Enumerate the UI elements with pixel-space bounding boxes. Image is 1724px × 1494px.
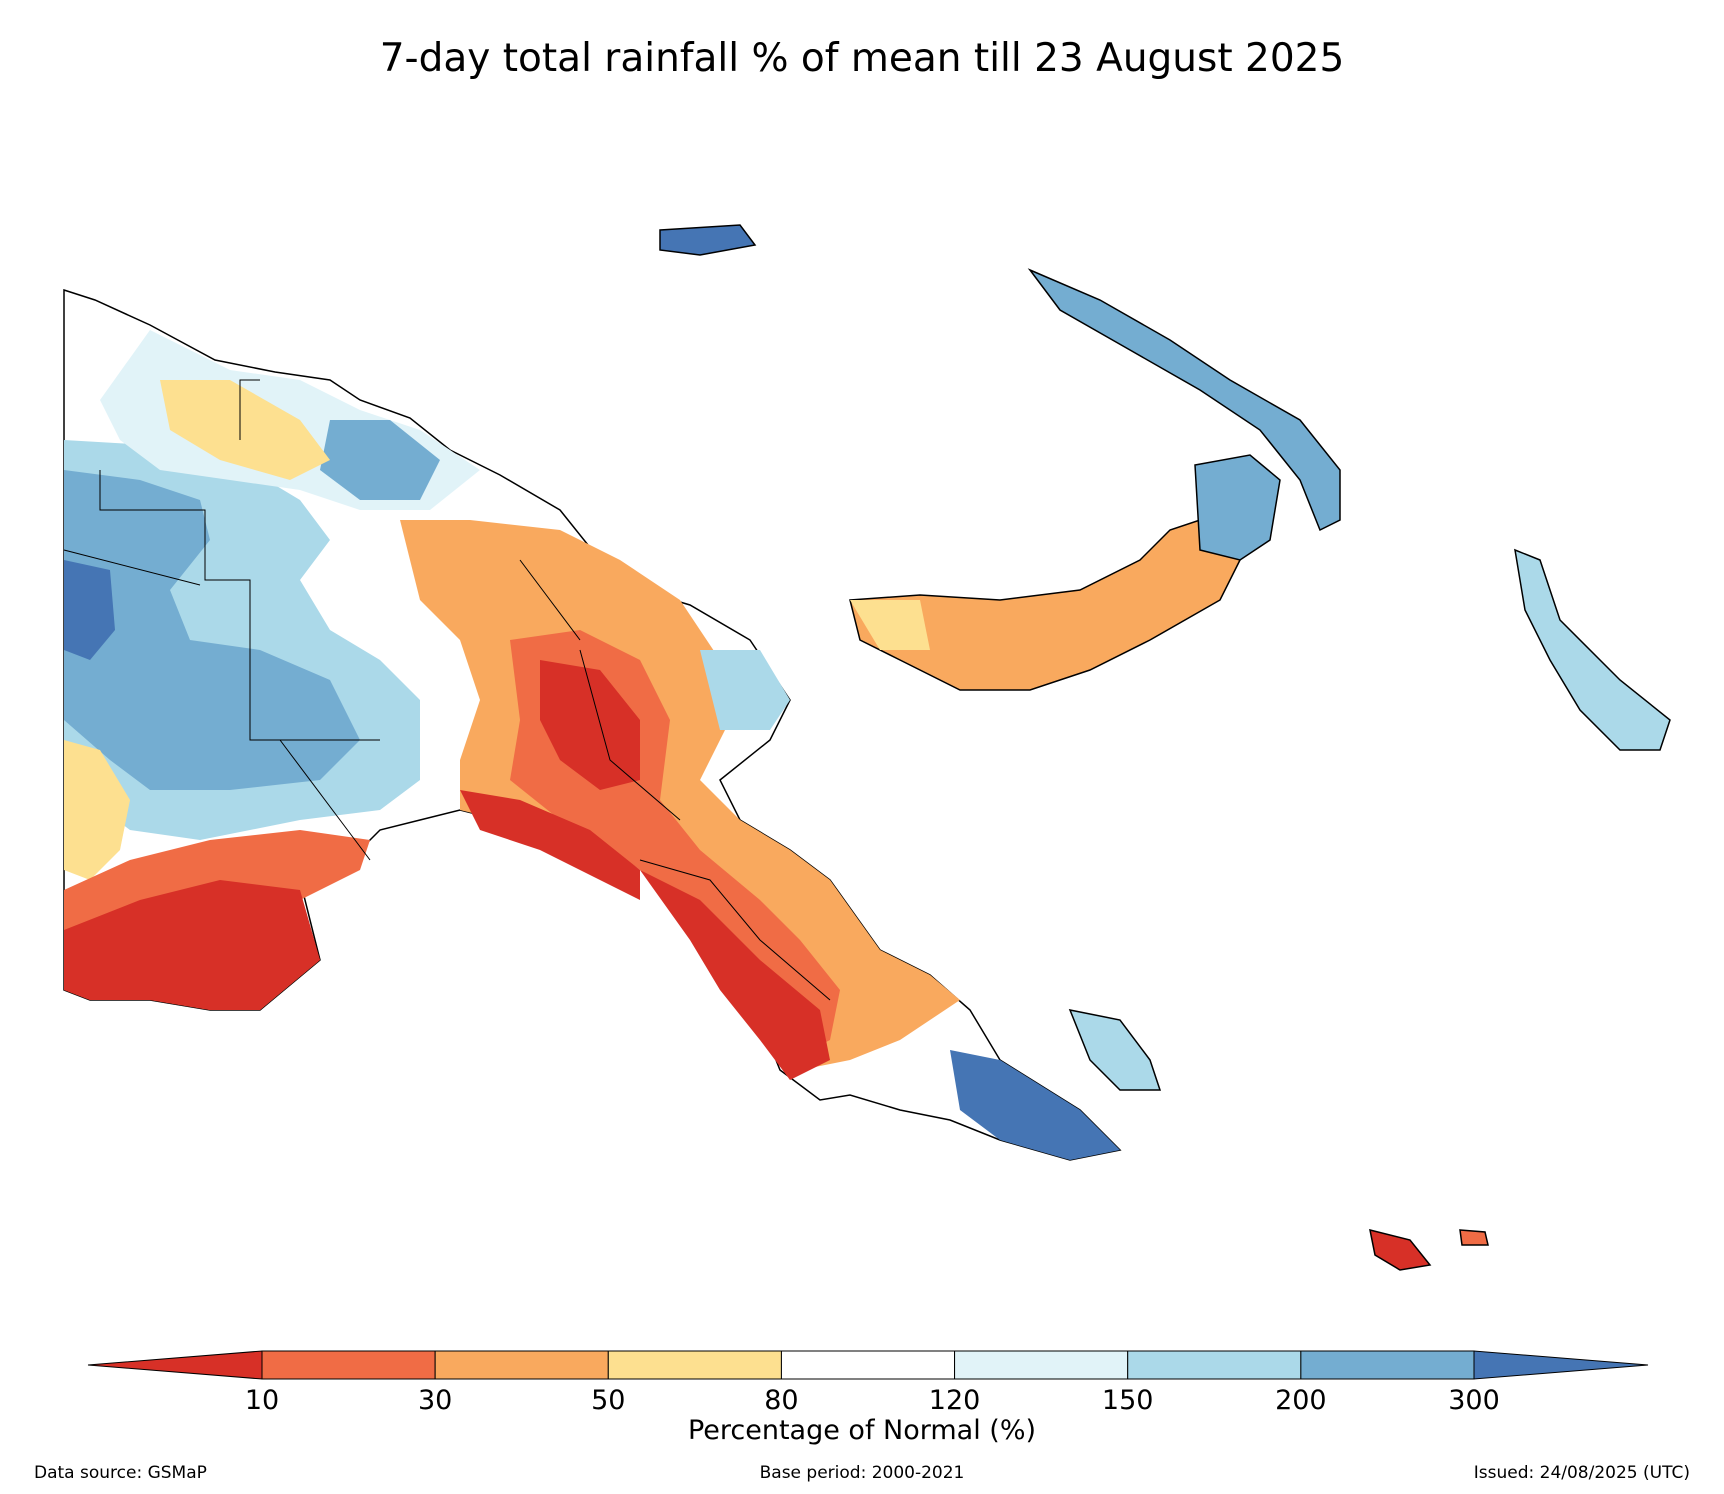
rain-area-blue-northeast-coast xyxy=(700,650,790,730)
rain-area-blue-southeast xyxy=(950,1050,1120,1160)
rain-area-deep-blue-west xyxy=(64,560,115,660)
colorbar-bin xyxy=(1300,1350,1475,1380)
rain-area-deep-red-south-west xyxy=(64,880,320,1010)
colorbar-tick-label: 150 xyxy=(1101,1385,1154,1416)
manus-island xyxy=(659,224,757,256)
colorbar-tick-label: 80 xyxy=(764,1385,799,1416)
rain-area-deep-red-central xyxy=(540,660,640,790)
map-title: 7-day total rainfall % of mean till 23 A… xyxy=(379,36,1345,81)
colorbar-extend-high xyxy=(1473,1350,1649,1380)
province-boundaries xyxy=(63,379,831,1001)
colorbar-bin xyxy=(607,1350,782,1380)
colorbar-bin xyxy=(434,1350,609,1380)
colorbar-bin xyxy=(780,1350,956,1380)
colorbar-title: Percentage of Normal (%) xyxy=(687,1415,1037,1446)
colorbar-tick-label: 120 xyxy=(928,1385,981,1416)
colorbar-bin xyxy=(1127,1350,1302,1380)
rain-area-blue-north-coast-dark xyxy=(320,420,440,500)
colorbar-tick-label: 30 xyxy=(417,1385,453,1416)
rain-area-blue-west-dark xyxy=(64,470,360,790)
rain-area-yellow-north xyxy=(160,380,330,480)
rain-area-red-coast-central xyxy=(460,790,640,900)
new-britain-island xyxy=(849,519,1241,691)
colorbar-tick-label: 10 xyxy=(244,1385,280,1416)
colorbar-tick-label: 300 xyxy=(1448,1385,1500,1416)
new-britain-blue-end xyxy=(1194,454,1281,561)
dentrecasteaux-islands xyxy=(1068,1008,1162,1091)
colorbar-bin xyxy=(954,1350,1129,1380)
colorbar-extend-low xyxy=(87,1350,263,1380)
colorbar-tick-label: 200 xyxy=(1275,1385,1327,1416)
data-source-note: Data source: GSMaP xyxy=(34,1463,207,1483)
colorbar-bin xyxy=(261,1350,436,1380)
bougainville-island xyxy=(1514,548,1671,751)
new-ireland-island xyxy=(1027,268,1341,532)
colorbar xyxy=(87,1350,1649,1380)
louisiade-island-a xyxy=(1369,1228,1432,1271)
issued-note: Issued: 24/08/2025 (UTC) xyxy=(1473,1463,1690,1483)
new-britain-yellow-west xyxy=(850,600,930,650)
rain-area-yellow-west xyxy=(64,740,130,880)
rain-area-deep-red-south-coast xyxy=(640,870,830,1080)
colorbar-tick-label: 50 xyxy=(591,1385,626,1416)
louisiade-island-b xyxy=(1459,1229,1489,1246)
base-period-note: Base period: 2000-2021 xyxy=(759,1463,965,1483)
